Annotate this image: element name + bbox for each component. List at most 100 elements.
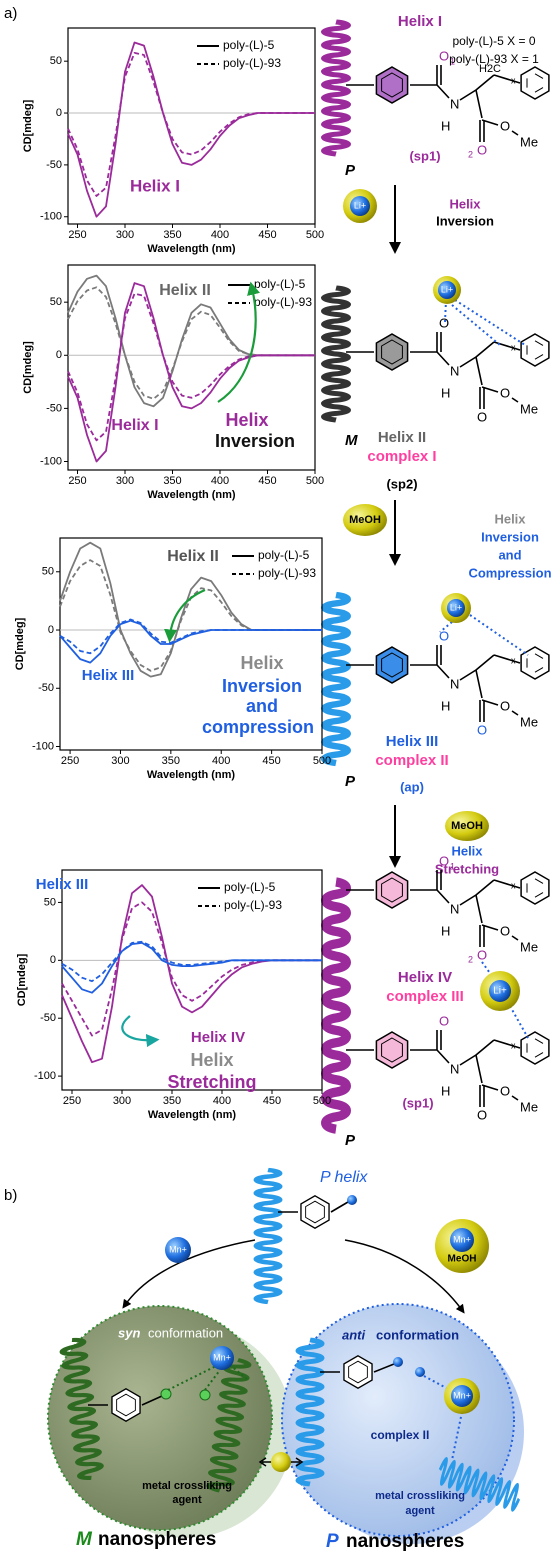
annotation: Helix IV <box>191 1029 245 1046</box>
y-tick-label: -50 <box>46 159 62 171</box>
x-tick-label: 250 <box>68 229 86 241</box>
ball <box>271 1452 291 1472</box>
phenyl <box>520 871 550 905</box>
atom: O <box>439 48 449 63</box>
atom: N <box>450 901 459 916</box>
helix <box>326 288 347 420</box>
complex-label: complex III <box>386 988 464 1005</box>
benzene <box>375 1031 409 1069</box>
plot-frame <box>59 537 323 751</box>
exchange-arrow <box>258 1457 304 1467</box>
atom: N <box>450 363 459 378</box>
cd-line <box>67 282 315 463</box>
x-tick-label: 300 <box>111 755 129 767</box>
reagent-ball: Mn+ MeOH <box>435 1219 489 1273</box>
atom: O <box>500 118 510 133</box>
atom: O <box>477 722 487 737</box>
annotation: and <box>246 696 278 716</box>
x-axis-label: Wavelength (nm) <box>147 243 236 255</box>
structure-legend: poly-(L)-93 X = 1 <box>449 52 539 66</box>
stage-4: O 1 N H O 2 O Me x O N H O O Me x Li+ He… <box>326 853 550 1149</box>
phenyl <box>520 1031 550 1065</box>
legend-label: poly-(L)-93 <box>223 56 281 70</box>
stage-1: O 1 N H O 2 O Me H2C x Helix I poly-(L)-… <box>326 13 550 179</box>
structure-legend: poly-(L)-5 X = 0 <box>452 34 535 48</box>
atom: Me <box>520 939 538 954</box>
bond <box>373 1363 395 1373</box>
x-tick-label: 450 <box>262 755 280 767</box>
cd-line <box>67 41 315 218</box>
reagent-ball: Li+ <box>441 593 471 623</box>
cd-line <box>67 52 315 197</box>
atom: 2 <box>468 149 473 159</box>
annotation: Helix III <box>82 667 135 684</box>
atom: Me <box>520 714 538 729</box>
reagent: MeOH <box>349 514 381 526</box>
plot-frame <box>67 264 316 471</box>
atom: Me <box>520 134 538 149</box>
reagent: Mn+ <box>453 1234 471 1244</box>
handedness: P <box>345 1132 356 1149</box>
step-label: Stretching <box>435 861 499 876</box>
step-label: Compression <box>468 565 551 580</box>
x-tick-label: 250 <box>68 475 86 487</box>
y-tick-label: -100 <box>40 211 62 223</box>
legend-label: poly-(L)-5 <box>258 548 310 562</box>
phenyl <box>520 66 550 100</box>
atom: H <box>441 1083 450 1098</box>
atom: O <box>500 1083 510 1098</box>
reagent-ball: Li+ <box>480 971 520 1011</box>
structure: O 1 N H O 2 O Me x <box>375 853 550 964</box>
reagent: MeOH <box>451 820 483 832</box>
atom: O <box>439 1013 449 1028</box>
x-tick-label: 500 <box>306 229 324 241</box>
atom: O <box>500 923 510 938</box>
ligand-ball <box>415 1367 425 1377</box>
legend-label: poly-(L)-5 <box>254 277 306 291</box>
x-tick-label: 450 <box>263 1095 281 1107</box>
x-axis-label: Wavelength (nm) <box>148 1109 237 1121</box>
cd-line <box>61 901 322 1037</box>
caption: nanospheres <box>98 1529 216 1550</box>
x-tick-label: 350 <box>163 229 181 241</box>
x-tick-label: 450 <box>258 229 276 241</box>
reagent: Mn+ <box>213 1352 231 1362</box>
benzene <box>375 66 409 104</box>
legend-label: poly-(L)-93 <box>254 295 312 309</box>
step-label: Helix <box>494 511 526 526</box>
stage-3: O N H O O Me x Li+ P Helix III complex I… <box>326 593 550 794</box>
atom: x <box>511 655 516 665</box>
annotation-arrow <box>164 588 206 643</box>
annotation: compression <box>202 717 314 737</box>
cd-line <box>61 940 322 983</box>
x-tick-label: 250 <box>63 1095 81 1107</box>
annotation: Helix <box>190 1050 233 1070</box>
annotation: Inversion <box>222 676 302 696</box>
x-tick-label: 400 <box>213 1095 231 1107</box>
structure: O N H O O Me x <box>375 315 550 424</box>
agent: metal crossliking <box>375 1490 465 1502</box>
step-label: Helix <box>449 196 481 211</box>
panel-label: a) <box>4 5 17 22</box>
atom: H <box>441 385 450 400</box>
caption: M <box>76 1529 93 1550</box>
reagent-ball: MeOH <box>343 504 387 536</box>
y-axis-label: CD[mdeg] <box>16 953 28 1006</box>
ball <box>450 1228 474 1252</box>
coordination <box>444 299 526 346</box>
atom: O <box>439 315 449 330</box>
ball <box>489 980 511 1002</box>
x-tick-label: 500 <box>313 755 331 767</box>
cd-line <box>67 286 315 400</box>
ball <box>447 599 465 617</box>
y-axis-label: CD[mdeg] <box>22 99 34 152</box>
legend-label: poly-(L)-93 <box>224 898 282 912</box>
reagent-ball: Li+ <box>433 276 461 304</box>
y-tick-label: -100 <box>40 455 62 467</box>
agent: metal crossliking <box>142 1480 232 1492</box>
panel-label: b) <box>4 1187 17 1204</box>
atom: H2C <box>479 63 501 75</box>
annotation: Inversion <box>215 431 295 451</box>
conformation: syn <box>118 1325 140 1340</box>
